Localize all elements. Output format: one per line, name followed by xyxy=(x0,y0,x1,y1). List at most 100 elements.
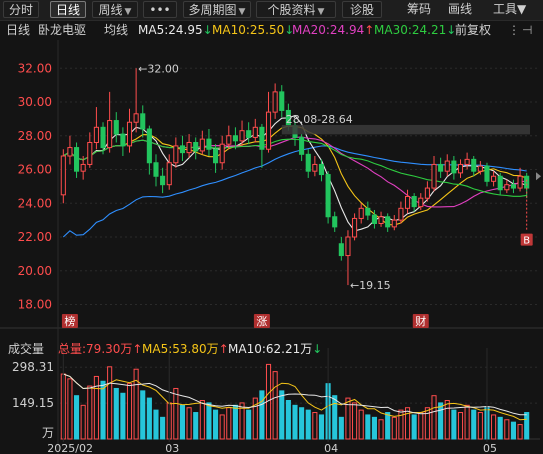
candle-body xyxy=(226,135,232,145)
candle-body xyxy=(345,236,351,257)
candle-body xyxy=(418,197,424,208)
annotations: ←32.00 ←19.15 28.08-28.64 榜 涨 财 B xyxy=(61,62,541,328)
period-label: 日线 xyxy=(6,23,31,37)
chevron-down-icon: ▼ xyxy=(317,7,325,17)
price-tick-label: 28.00 xyxy=(18,129,52,143)
diagnose-button[interactable]: 诊股 xyxy=(342,1,382,18)
volume-bar xyxy=(464,404,470,440)
more-vert-icon[interactable]: ⋮ xyxy=(508,23,520,37)
more-periods-button[interactable]: ••• xyxy=(143,1,177,18)
volume-bar xyxy=(239,402,245,440)
volume-bar xyxy=(497,416,503,440)
candle-body xyxy=(517,175,523,189)
candle xyxy=(239,120,245,146)
volume-bar xyxy=(219,414,225,440)
candle xyxy=(226,125,232,150)
volume-bar xyxy=(491,414,497,440)
candle-body xyxy=(391,219,397,228)
event-mark-box xyxy=(412,314,429,328)
price-tick-label: 18.00 xyxy=(18,298,52,312)
candle-body xyxy=(398,207,404,221)
candle-body xyxy=(146,128,152,164)
tab-timeshare[interactable]: 分时 xyxy=(3,1,39,18)
candle xyxy=(199,130,205,155)
volume-ma10-line xyxy=(63,373,527,416)
candle xyxy=(166,154,172,190)
ma-settings[interactable]: 均线 xyxy=(104,23,129,37)
pin-icon[interactable]: ⊣ xyxy=(522,23,533,37)
candle xyxy=(451,156,457,180)
tab-daily-label: 日线 xyxy=(55,3,80,17)
candle-body xyxy=(160,175,166,186)
volume-bar xyxy=(451,409,457,440)
candle xyxy=(358,203,364,224)
candle xyxy=(107,91,113,153)
tab-timeshare-label: 分时 xyxy=(8,3,33,17)
price-range-band xyxy=(281,124,530,135)
candle xyxy=(246,122,252,145)
chevron-down-icon: ▼ xyxy=(124,7,132,17)
candle xyxy=(325,171,331,224)
candle-body xyxy=(358,207,364,219)
candle xyxy=(133,68,139,133)
price-tick-label: 24.00 xyxy=(18,196,52,210)
candle xyxy=(332,211,338,232)
stock-profile-button[interactable]: 个股资料 ▼ xyxy=(256,1,336,18)
volume-bar xyxy=(259,390,265,440)
candle-body xyxy=(140,113,146,130)
candle-body xyxy=(133,113,139,123)
candle-body xyxy=(232,135,238,142)
candle xyxy=(312,156,318,177)
volume-info-bar: 成交量 总量:79.30万↑ MA5:53.80万↑ MA10:62.21万↓ xyxy=(0,341,543,357)
candle-body xyxy=(120,133,126,147)
price-tick-label: 32.00 xyxy=(18,61,52,75)
volume-bar xyxy=(213,409,219,440)
volume-bar xyxy=(299,407,305,440)
volume-bar xyxy=(140,390,146,440)
multi-period-button[interactable]: 多周期图 ▼ xyxy=(183,1,251,18)
adjust-mode[interactable]: 前复权 xyxy=(455,23,492,37)
candle-body xyxy=(80,163,86,172)
tools-button[interactable]: 工具▼ xyxy=(493,1,526,18)
volume-bar xyxy=(246,409,252,440)
kline-chart[interactable]: 32.00 30.00 28.00 26.00 24.00 22.00 20.00 18.00… xyxy=(0,40,543,454)
candle xyxy=(510,179,517,194)
draw-line-button[interactable]: 画线 xyxy=(448,1,472,18)
event-mark-label: 财 xyxy=(415,314,426,328)
buy-signal-label: B xyxy=(523,236,530,247)
tab-weekly[interactable]: 周线 ▼ xyxy=(92,1,138,18)
candle xyxy=(193,137,199,160)
candle xyxy=(338,237,344,261)
volume-bar xyxy=(133,368,139,440)
ma5-text: MA5:24.95 xyxy=(138,23,203,37)
candle xyxy=(206,129,212,156)
candle-body xyxy=(213,148,219,164)
candle-body xyxy=(431,163,437,189)
candle xyxy=(411,193,417,212)
chips-button[interactable]: 筹码 xyxy=(407,1,431,18)
volume-bar xyxy=(411,414,417,440)
ma10-text: MA10:25.50 xyxy=(212,23,285,37)
candle xyxy=(471,156,477,177)
candle xyxy=(404,189,411,214)
volume-bar xyxy=(146,397,152,440)
tools-label: 工具 xyxy=(493,2,518,16)
chevron-down-icon: ▼ xyxy=(517,2,527,16)
volume-bar xyxy=(391,416,397,440)
volume-bar xyxy=(93,375,99,440)
candle-body xyxy=(107,120,113,149)
volume-bar xyxy=(378,419,384,440)
date-tick-label: 04 xyxy=(324,442,338,454)
high-price-annotation: ←32.00 xyxy=(138,62,179,75)
volume-bar xyxy=(318,414,325,440)
volume-bar xyxy=(153,409,159,440)
event-mark-box xyxy=(61,314,78,328)
candle xyxy=(305,149,311,178)
candle-body xyxy=(378,216,384,224)
candle xyxy=(265,91,272,153)
candle xyxy=(464,152,470,170)
candle xyxy=(504,179,510,194)
tab-daily[interactable]: 日线 xyxy=(50,1,86,18)
candle xyxy=(126,108,133,153)
volume-bar xyxy=(338,416,344,440)
